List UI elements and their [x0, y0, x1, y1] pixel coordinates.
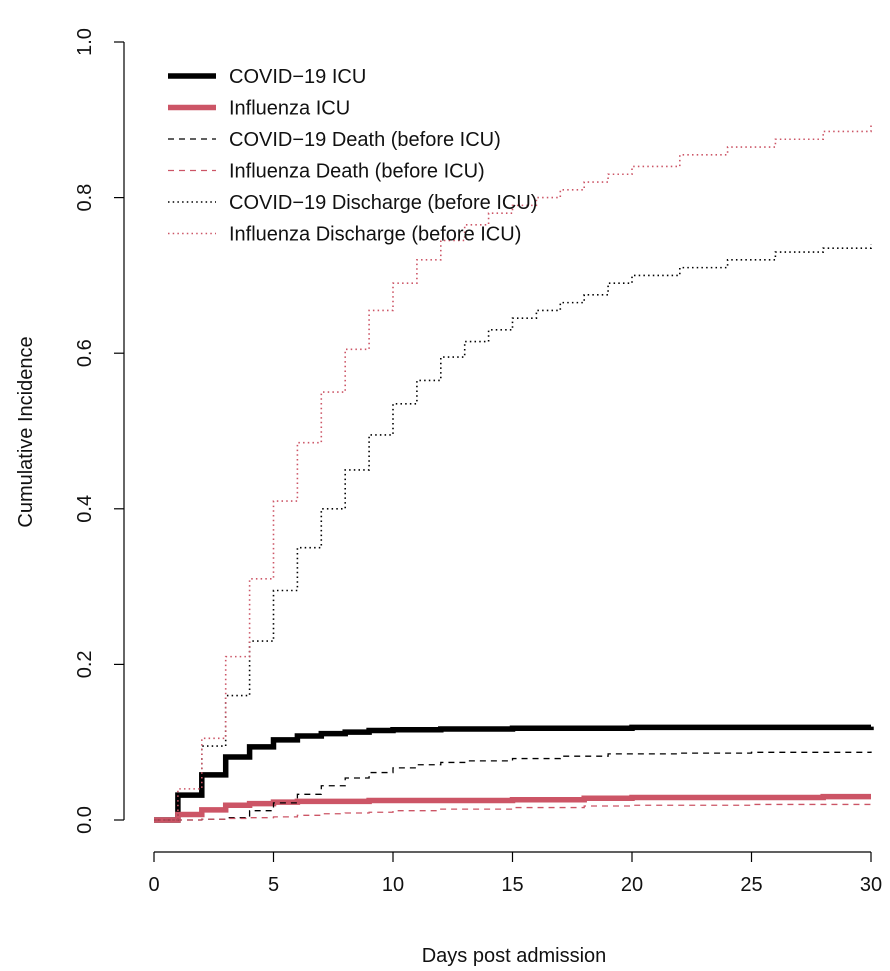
legend-label: COVID−19 Death (before ICU)	[229, 129, 501, 151]
legend-label: Influenza Discharge (before ICU)	[229, 224, 521, 246]
y-axis-title: Cumulative Incidence	[15, 336, 37, 527]
legend-label: COVID−19 Discharge (before ICU)	[229, 192, 537, 214]
series-line-covid-19-discharge-before-icu	[154, 244, 872, 821]
series-line-covid-19-icu	[154, 724, 874, 823]
x-tick-label: 25	[740, 874, 762, 896]
y-tick-label: 1.0	[74, 28, 96, 56]
x-tick-label: 20	[621, 874, 643, 896]
y-tick-label: 0.0	[74, 806, 96, 834]
axes: 0 5 10 15 20 25 30 0.0 0.2 0.4 0.6 0.8 1.0	[74, 28, 882, 896]
x-axis-title: Days post admission	[422, 945, 607, 967]
series-line-covid-19-death-before-icu	[154, 751, 872, 821]
series-layer	[154, 125, 874, 823]
y-tick-label: 0.8	[74, 184, 96, 212]
x-tick-label: 0	[148, 874, 159, 896]
legend-label: Influenza Death (before ICU)	[229, 161, 485, 183]
series-line-influenza-icu	[154, 793, 871, 823]
y-tick-label: 0.6	[74, 339, 96, 367]
legend: COVID−19 ICU Influenza ICU COVID−19 Death …	[168, 66, 537, 246]
legend-label: Influenza ICU	[229, 98, 350, 120]
y-tick-label: 0.2	[74, 650, 96, 678]
x-tick-label: 5	[268, 874, 279, 896]
x-tick-label: 15	[501, 874, 523, 896]
series-line-influenza-death-before-icu	[154, 802, 872, 821]
y-tick-label: 0.4	[74, 495, 96, 523]
x-tick-label: 10	[382, 874, 404, 896]
legend-label: COVID−19 ICU	[229, 66, 366, 88]
x-tick-label: 30	[860, 874, 882, 896]
